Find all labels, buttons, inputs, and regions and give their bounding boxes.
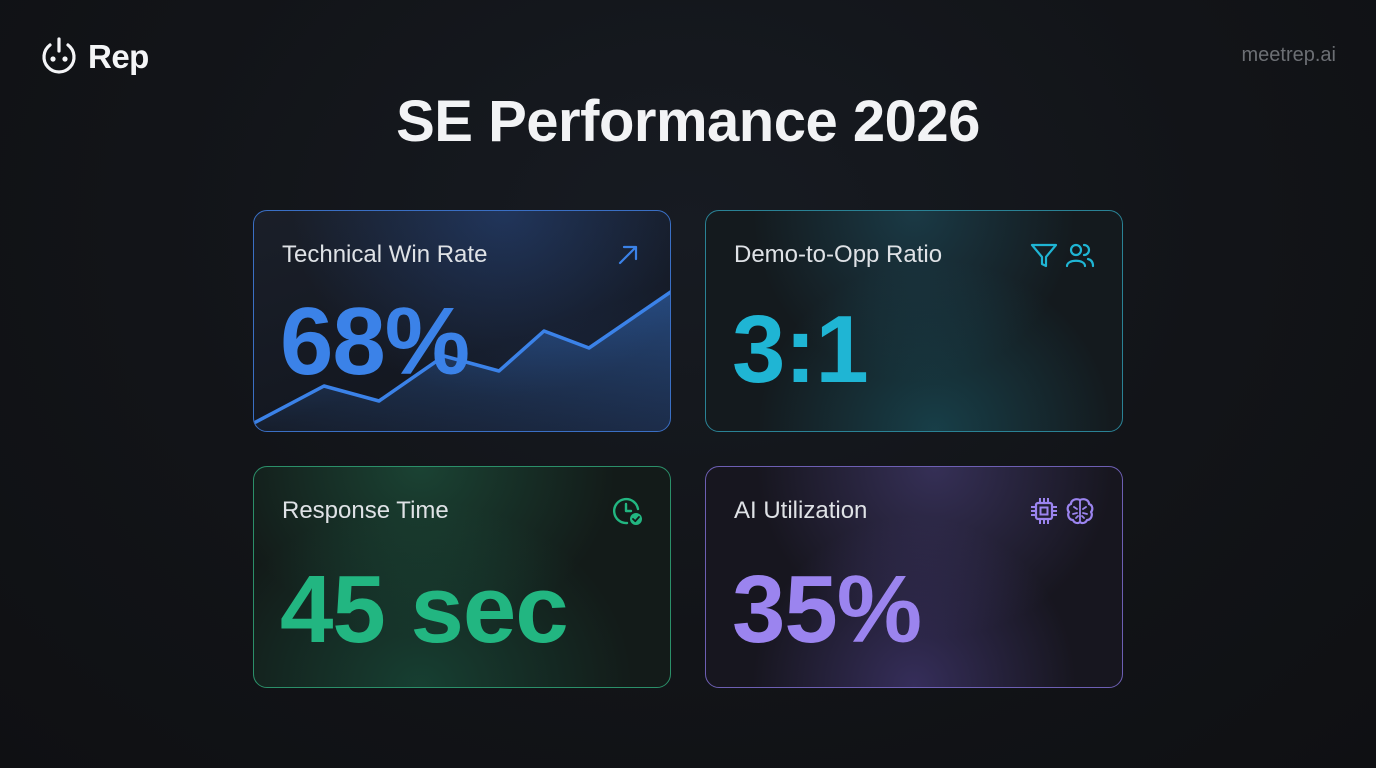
card-label: Response Time	[282, 497, 449, 524]
site-url[interactable]: meetrep.ai	[1241, 44, 1337, 66]
card-value: 68%	[280, 288, 470, 395]
brand-logo[interactable]: Rep	[38, 36, 149, 78]
metric-card-response-time: Response Time 45 sec	[253, 466, 671, 688]
power-face-icon	[42, 37, 76, 74]
card-value: 3:1	[732, 296, 869, 403]
card-label: Demo-to-Opp Ratio	[734, 241, 943, 268]
trend-line-chart	[254, 290, 670, 431]
card-label: Technical Win Rate	[282, 241, 488, 268]
brain-icon	[1066, 498, 1094, 525]
metric-card-ai-utilization: AI Utilization 35%	[705, 466, 1123, 688]
page-title: SE Performance 2026	[396, 89, 980, 154]
metric-card-technical-win-rate: Technical Win Rate 68%	[253, 210, 671, 432]
card-value: 35%	[732, 556, 922, 663]
funnel-icon	[1030, 243, 1058, 268]
chip-icon	[1031, 498, 1057, 524]
card-label: AI Utilization	[734, 497, 868, 524]
metric-card-demo-to-opp-ratio: Demo-to-Opp Ratio 3:1	[705, 210, 1123, 432]
brand-name: Rep	[88, 38, 149, 75]
arrow-up-right-icon	[618, 245, 638, 265]
clock-check-icon	[612, 497, 642, 525]
card-value: 45 sec	[280, 556, 569, 663]
users-icon	[1065, 243, 1095, 268]
